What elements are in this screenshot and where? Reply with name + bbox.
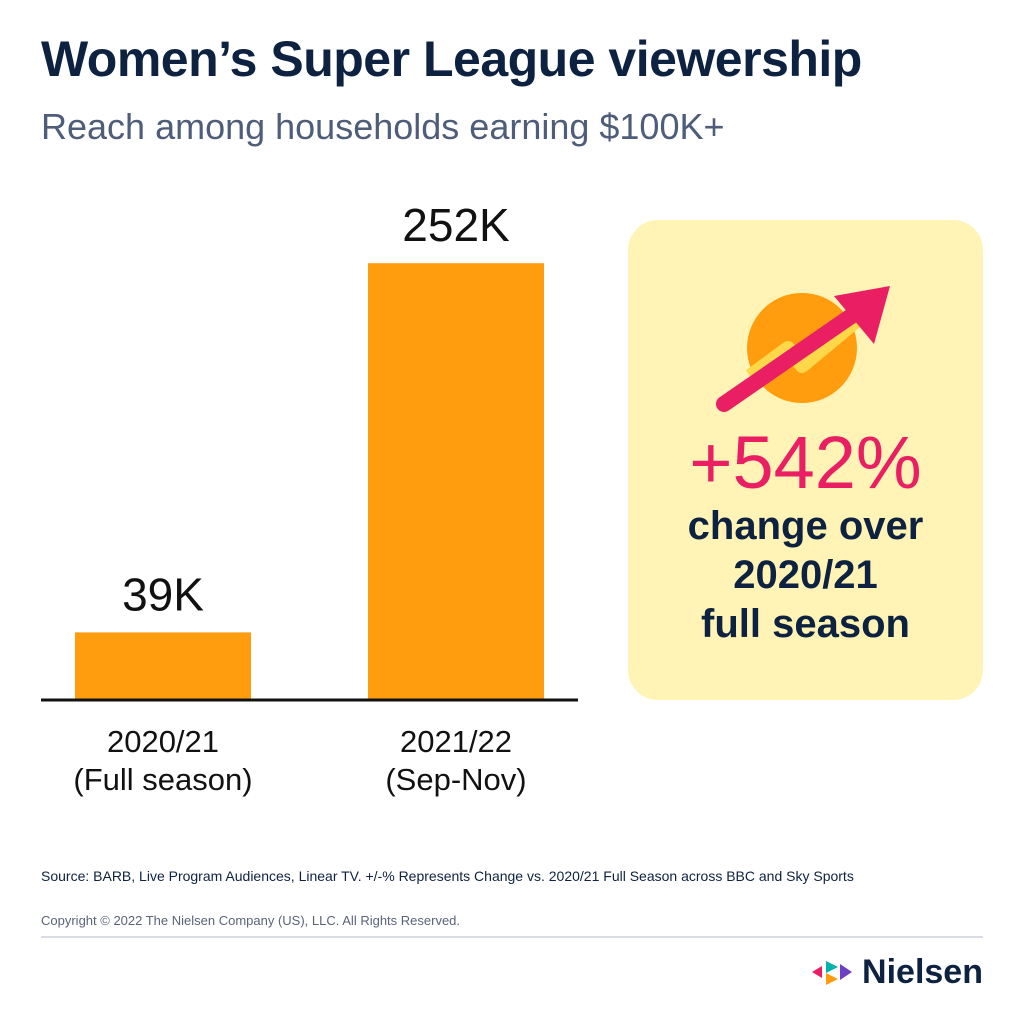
chart-title: Women’s Super League viewership <box>41 31 862 87</box>
category-tick-label: (Full season) <box>73 762 252 797</box>
source-note: Source: BARB, Live Program Audiences, Li… <box>41 868 854 884</box>
change-description: change over 2020/21 full season <box>628 502 983 649</box>
percent-change: +542% <box>689 421 922 504</box>
change-description-line: 2020/21 <box>733 553 878 597</box>
bar <box>368 263 544 700</box>
change-description-line: full season <box>701 602 910 646</box>
bar-value-label: 252K <box>402 199 510 251</box>
category-tick-label: 2021/22 <box>400 724 512 759</box>
category-tick-label: 2020/21 <box>107 724 219 759</box>
chart-subtitle: Reach among households earning $100K+ <box>41 106 725 147</box>
bar-chart: 39K 2020/21(Full season) 252K 2021/22(Sep-N… <box>41 199 578 797</box>
change-description-line: change over <box>687 504 924 548</box>
bar-value-label: 39K <box>122 568 204 620</box>
category-tick-label: (Sep-Nov) <box>385 762 526 797</box>
nielsen-wordmark: Nielsen <box>862 952 983 991</box>
bar <box>75 632 251 700</box>
trending-up-arrow-icon <box>716 286 890 412</box>
copyright-note: Copyright © 2022 The Nielsen Company (US… <box>41 913 461 928</box>
change-callout: +542% change over 2020/21 full season <box>628 220 983 700</box>
nielsen-logo-mark-icon <box>812 961 853 985</box>
footer-divider <box>41 936 983 938</box>
nielsen-logo: Nielsen <box>810 950 983 994</box>
